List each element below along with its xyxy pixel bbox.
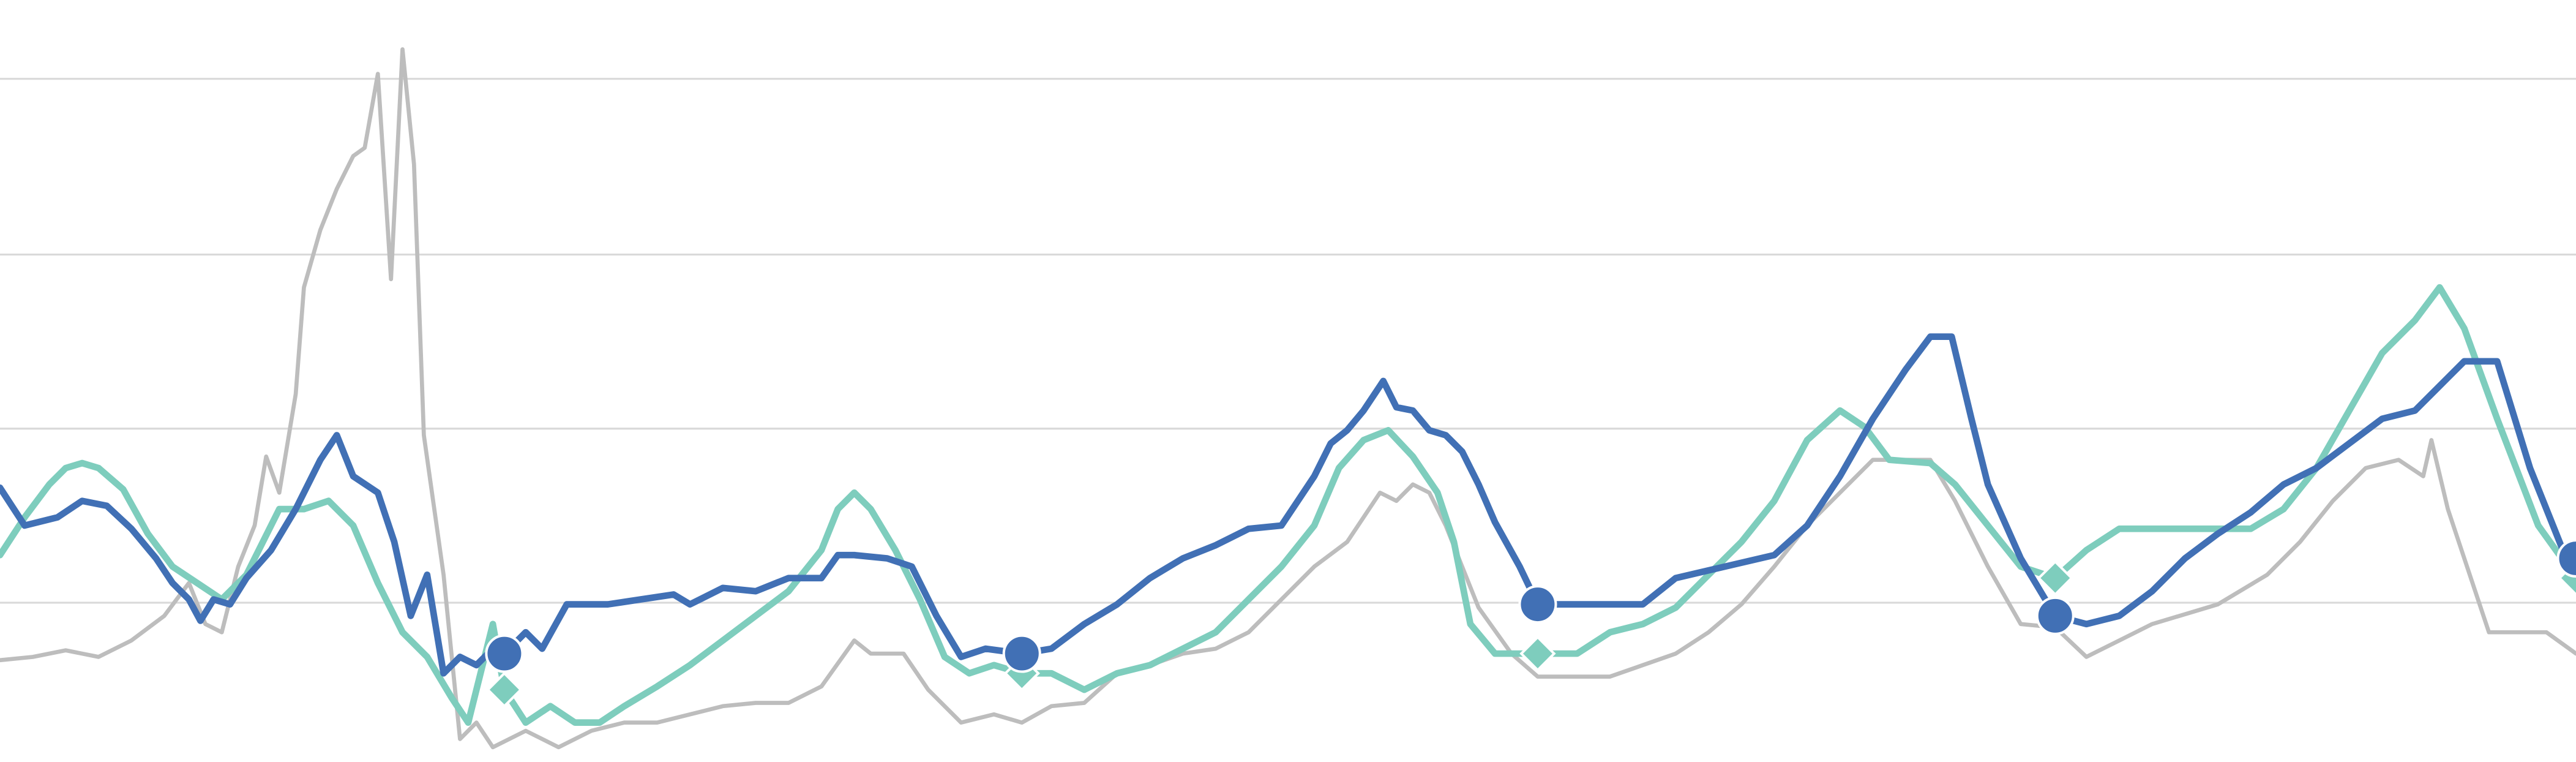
circle-marker [1002, 634, 1041, 673]
circle-marker [2556, 539, 2576, 578]
circle-marker [2035, 596, 2075, 635]
circle-marker [1518, 585, 1557, 624]
diamond-marker [1519, 635, 1556, 672]
diamond-marker [486, 671, 523, 708]
series-line [0, 284, 2576, 726]
diamond-marker [2037, 560, 2073, 597]
series-line [0, 333, 2576, 677]
circle-marker [485, 634, 524, 673]
series-line [0, 47, 2576, 750]
